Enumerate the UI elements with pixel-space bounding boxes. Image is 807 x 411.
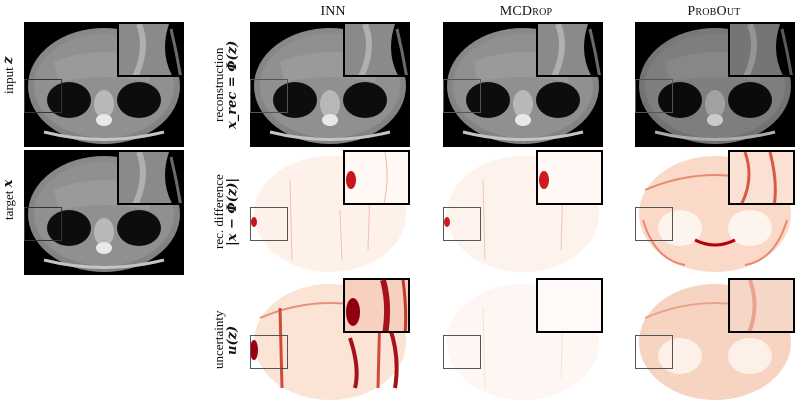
column-header-mcdrop: MCDrop <box>499 4 553 19</box>
row-label-rec-difference: rec. difference |x − Φ(z)| <box>211 174 240 250</box>
target-var: x <box>1 179 16 188</box>
recon-probout <box>635 22 795 147</box>
target-label-text: target <box>1 190 16 221</box>
target-zoom-inset <box>117 150 184 205</box>
diff-mcdrop <box>443 150 603 275</box>
diff-inn <box>250 150 410 275</box>
column-header-inn: INN <box>320 4 346 19</box>
row-label-uncertainty: uncertainty u(z) <box>211 310 240 370</box>
input-image <box>24 22 184 147</box>
input-label-text: input <box>1 66 16 94</box>
column-header-probout: ProbOut <box>687 4 741 19</box>
target-row-label: target x <box>1 165 16 235</box>
input-var: z <box>1 56 16 64</box>
uncertainty-inn <box>250 278 410 403</box>
input-zoom-inset <box>117 22 184 77</box>
recon-inn <box>250 22 410 147</box>
uncertainty-mcdrop <box>443 278 603 403</box>
diff-probout <box>635 150 795 275</box>
recon-mcdrop <box>443 22 603 147</box>
uncertainty-probout <box>635 278 795 403</box>
target-image <box>24 150 184 275</box>
input-row-label: input z <box>1 40 16 110</box>
row-label-reconstruction: reconstruction x_rec = Φ(z) <box>211 40 240 130</box>
